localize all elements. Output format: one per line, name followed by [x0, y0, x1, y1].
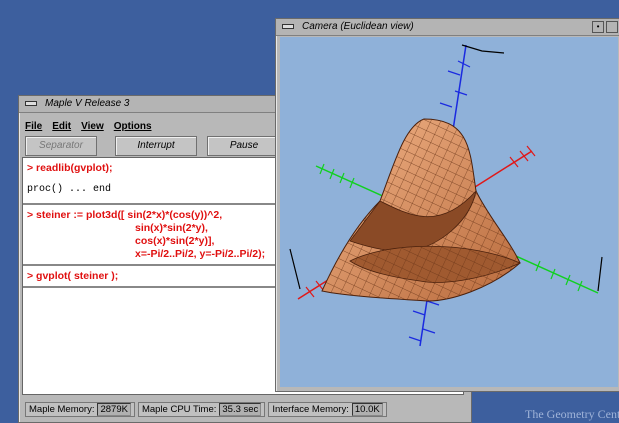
- window-title: Maple V Release 3: [45, 98, 130, 109]
- worksheet-region[interactable]: > steiner := plot3d([ sin(2*x)*(cos(y))^…: [23, 205, 463, 266]
- input-line: sin(x)*sin(2*y),: [135, 222, 208, 234]
- toolbar-button[interactable]: Pause: [207, 136, 281, 156]
- status-label: Maple Memory:: [29, 404, 95, 415]
- menu-item[interactable]: View: [81, 121, 104, 132]
- menu-item[interactable]: Edit: [52, 121, 72, 132]
- output-line: proc() ... end: [27, 184, 112, 195]
- status-label: Maple CPU Time:: [141, 404, 217, 415]
- status-bar: Maple Memory: 2879K Maple CPU Time: 35.3 se…: [25, 399, 465, 417]
- status-value: 2879K: [97, 403, 131, 416]
- title-bar: Camera (Euclidean view) •: [276, 19, 619, 36]
- window-title: Camera (Euclidean view): [302, 21, 414, 32]
- input-line: x=-Pi/2..Pi/2, y=-Pi/2..Pi/2);: [135, 248, 266, 260]
- status-field: Maple Memory: 2879K: [25, 402, 135, 417]
- worksheet-region[interactable]: > readlib(gvplot); proc() ... end: [23, 158, 463, 205]
- input-line: > readlib(gvplot);: [27, 162, 113, 174]
- maximize-button[interactable]: [606, 21, 618, 33]
- input-line: cos(x)*sin(2*y)],: [135, 235, 215, 247]
- watermark: The Geometry Cent: [525, 407, 619, 421]
- toolbar-button[interactable]: Separator: [25, 136, 97, 156]
- minimize-button[interactable]: •: [592, 21, 604, 33]
- window-menu-button[interactable]: [25, 100, 37, 106]
- input-line: > steiner := plot3d([ sin(2*x)*(cos(y))^…: [27, 209, 223, 221]
- toolbar: Separator Interrupt Pause: [25, 136, 455, 156]
- menu-bar: File Edit View Options: [19, 113, 471, 133]
- 3d-view: [280, 37, 618, 387]
- status-value: 35.3 sec: [219, 403, 262, 416]
- steiner-surface: [321, 118, 521, 302]
- window-menu-button[interactable]: [282, 23, 294, 29]
- menu-item[interactable]: File: [25, 121, 43, 132]
- camera-window: Camera (Euclidean view) •: [275, 18, 619, 392]
- status-field: Interface Memory: 10.0K: [268, 402, 387, 417]
- worksheet-region[interactable]: > gvplot( steiner );: [23, 266, 463, 288]
- status-label: Interface Memory:: [272, 404, 349, 415]
- status-field: Maple CPU Time: 35.3 sec: [137, 402, 266, 417]
- toolbar-button[interactable]: Interrupt: [115, 136, 197, 156]
- status-value: 10.0K: [351, 403, 383, 416]
- menu-item[interactable]: Options: [113, 121, 152, 132]
- input-line: > gvplot( steiner );: [27, 270, 119, 282]
